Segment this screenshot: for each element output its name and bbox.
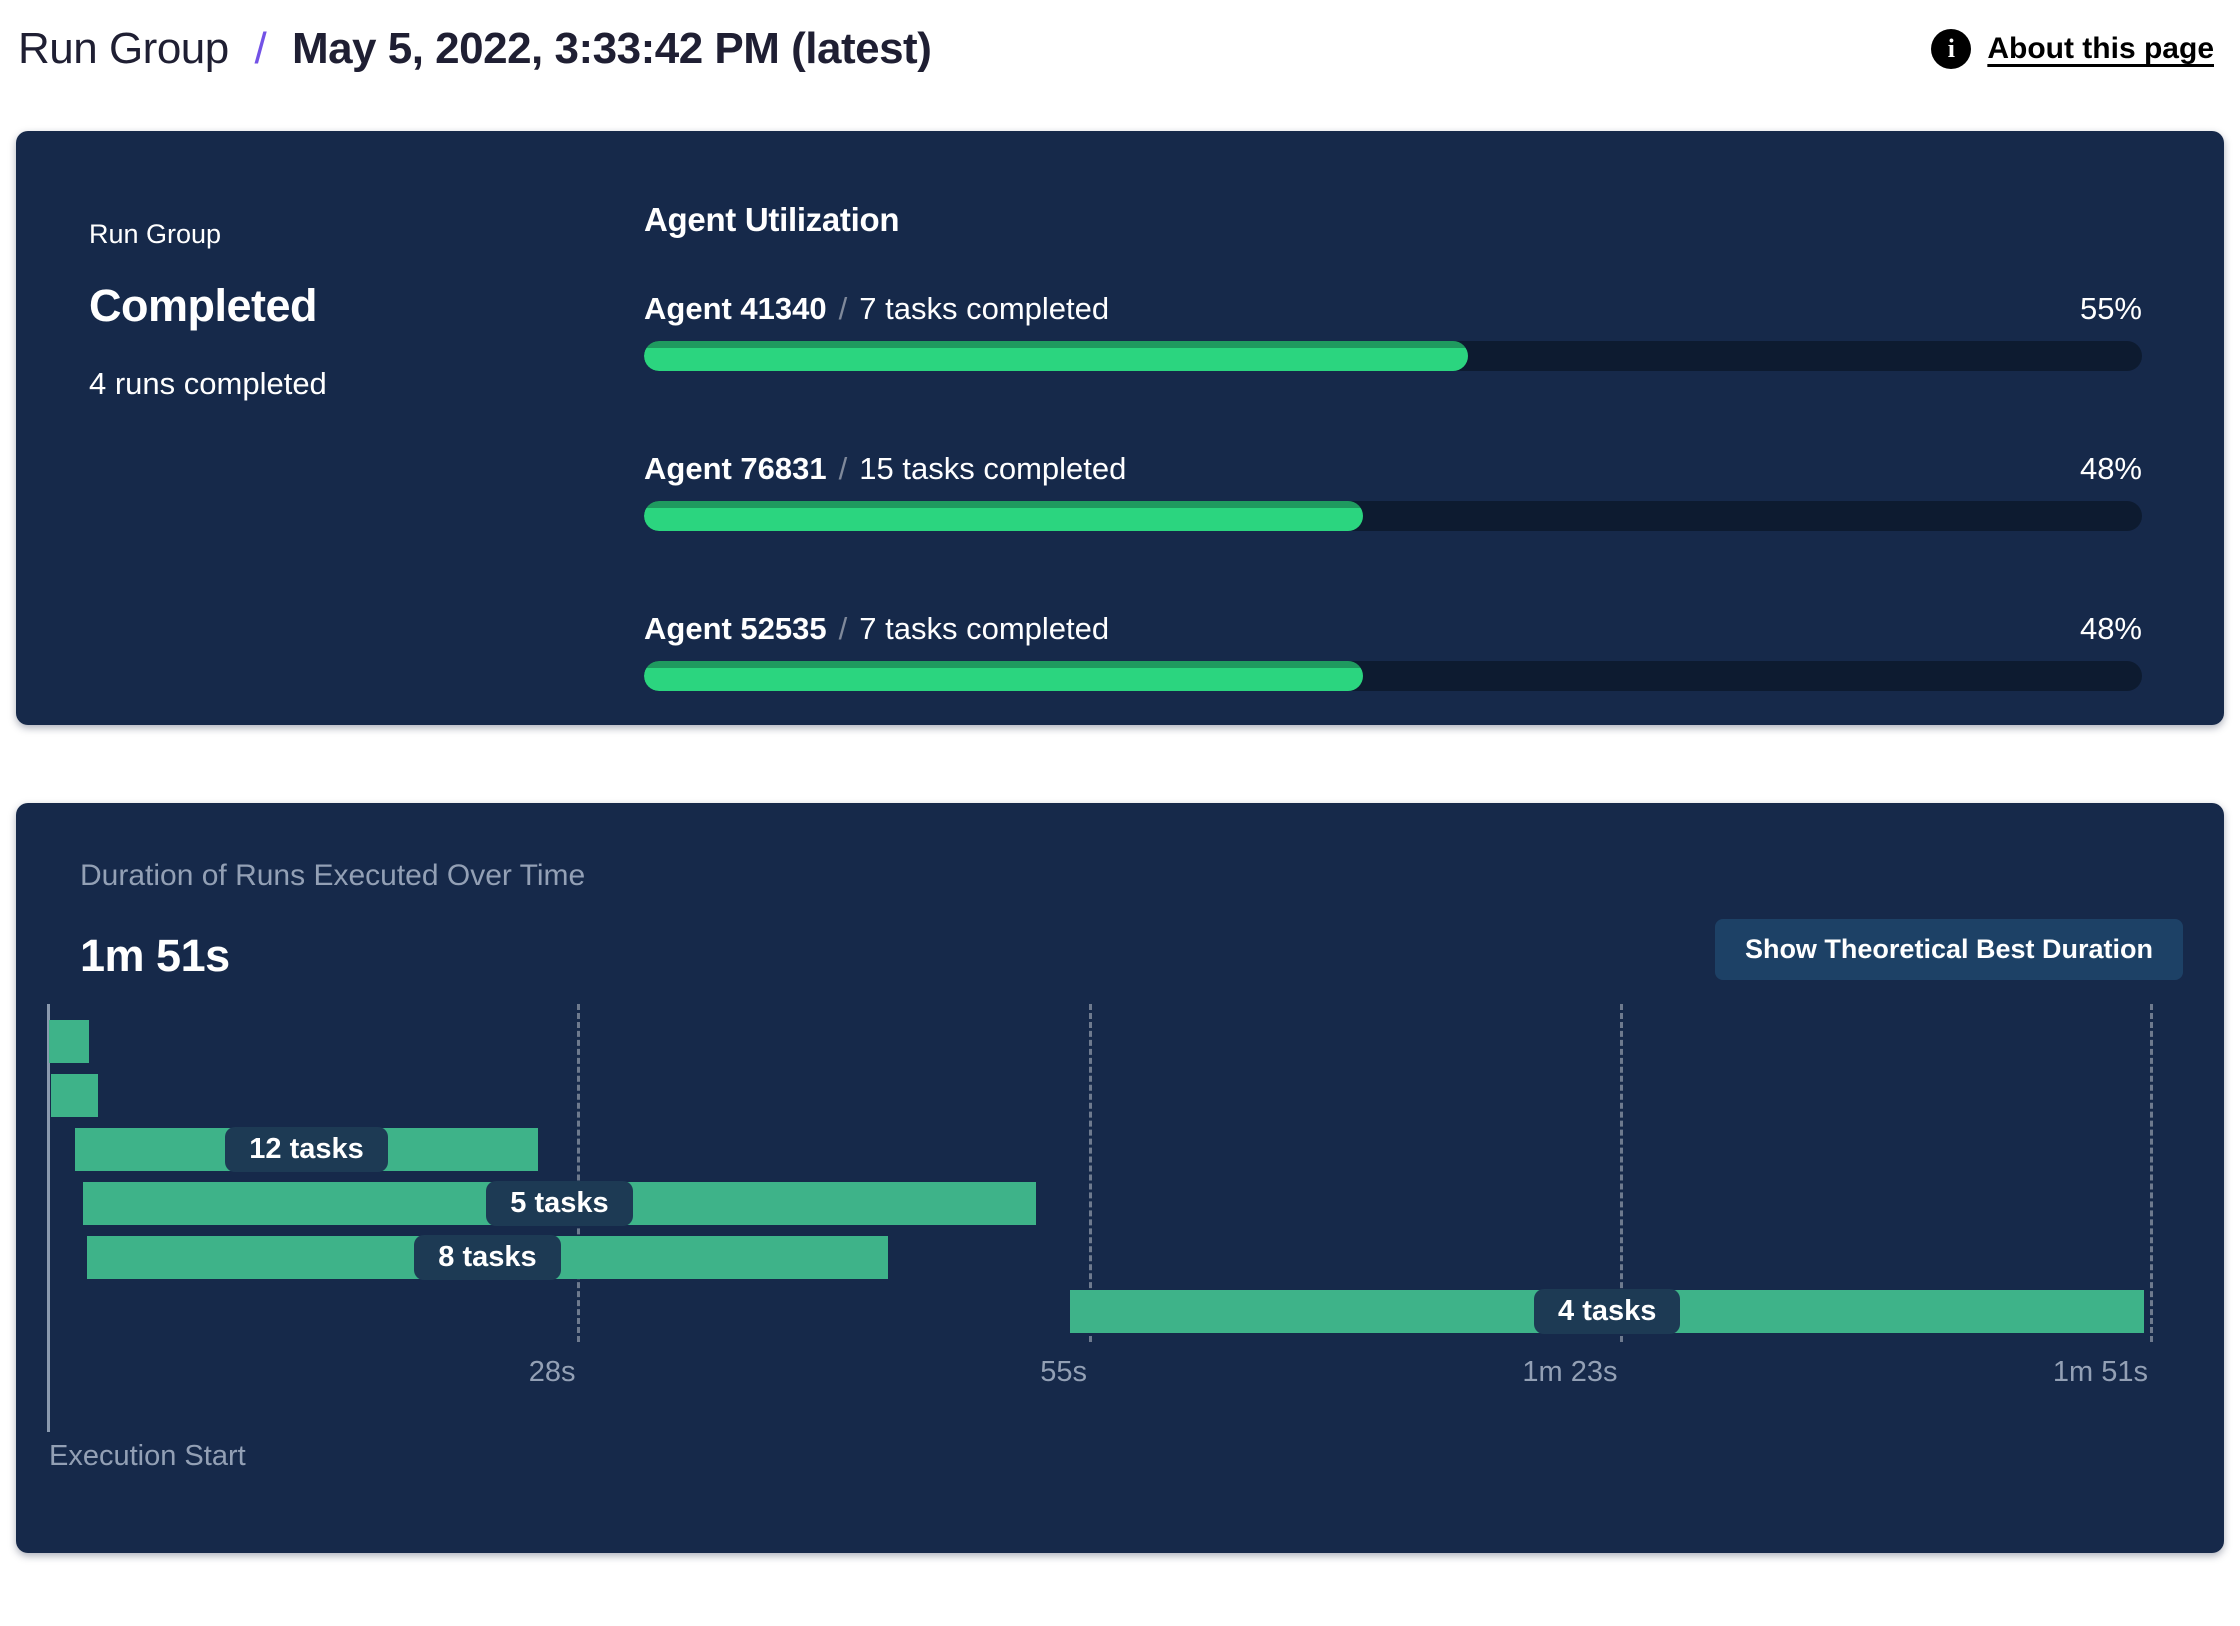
- agent-label-line: Agent 41340 / 7 tasks completed 55%: [644, 291, 2142, 327]
- agent-label-line: Agent 52535 / 7 tasks completed 48%: [644, 611, 2142, 647]
- gantt-run-bar[interactable]: 4 tasks: [1070, 1288, 2145, 1335]
- page-header: Run Group / May 5, 2022, 3:33:42 PM (lat…: [0, 0, 2240, 78]
- utilization-bar-fill: [644, 341, 1468, 371]
- gantt-gridline: [1619, 1004, 1623, 1342]
- gantt-gridline: [1089, 1004, 1093, 1342]
- agent-label-line: Agent 76831 / 15 tasks completed 48%: [644, 451, 2142, 487]
- run-task-count-label: 8 tasks: [414, 1234, 561, 1281]
- time-axis-tick: 28s: [528, 1356, 576, 1388]
- agent-tasks-completed: 15 tasks completed: [859, 451, 1127, 486]
- show-theoretical-best-duration-button[interactable]: Show Theoretical Best Duration: [1714, 919, 2183, 980]
- duration-chart-titles: Duration of Runs Executed Over Time 1m 5…: [80, 859, 585, 982]
- agent-tasks-completed: 7 tasks completed: [859, 291, 1110, 326]
- about-this-page-link[interactable]: i About this page: [1931, 29, 2214, 69]
- agent-utilization-percent: 48%: [2079, 611, 2142, 646]
- time-axis-tick: 1m 23s: [1522, 1356, 1618, 1388]
- gantt-run-bar[interactable]: [50, 1074, 99, 1117]
- duration-chart-panel: Duration of Runs Executed Over Time 1m 5…: [16, 803, 2224, 1553]
- agent-utilization-row: Agent 41340 / 7 tasks completed 55%: [644, 291, 2142, 371]
- info-icon: i: [1931, 29, 1972, 69]
- separator: /: [838, 291, 848, 326]
- gantt-gridline: [2150, 1004, 2153, 1342]
- agent-name: Agent 52535: [644, 611, 827, 646]
- agent-utilization-percent: 55%: [2079, 291, 2142, 326]
- run-task-count-label: 5 tasks: [486, 1180, 633, 1227]
- duration-chart-header: Duration of Runs Executed Over Time 1m 5…: [16, 859, 2224, 982]
- total-duration-value: 1m 51s: [80, 930, 230, 981]
- time-axis-tick: 1m 51s: [2052, 1356, 2148, 1388]
- utilization-bar-track: [644, 501, 2142, 531]
- agent-utilization-row: Agent 76831 / 15 tasks completed 48%: [644, 451, 2142, 531]
- agent-name: Agent 41340: [644, 291, 827, 326]
- run-group-summary-panel: Run Group Completed 4 runs completed Age…: [16, 131, 2224, 725]
- separator: /: [838, 611, 848, 646]
- agent-utilization-list: Agent 41340 / 7 tasks completed 55% Agent 76…: [644, 291, 2142, 691]
- gantt-run-bar[interactable]: 12 tasks: [75, 1126, 538, 1173]
- gantt-chart: 12 tasks 5 tasks 8 tasks 4 tasks 28s 55s 1m 2…: [47, 1004, 2153, 1553]
- gantt-plot-area: 12 tasks 5 tasks 8 tasks 4 tasks: [47, 1004, 2153, 1342]
- breadcrumb-separator: /: [254, 24, 267, 73]
- utilization-bar-fill: [644, 661, 1364, 691]
- agent-name: Agent 76831: [644, 451, 827, 486]
- agent-tasks-completed: 7 tasks completed: [859, 611, 1110, 646]
- page-title: May 5, 2022, 3:33:42 PM (latest): [291, 24, 932, 73]
- agent-utilization-row: Agent 52535 / 7 tasks completed 48%: [644, 611, 2142, 691]
- gantt-run-bar[interactable]: [48, 1020, 89, 1063]
- run-group-status-card: Run Group Completed 4 runs completed: [89, 201, 644, 725]
- agent-utilization-section: Agent Utilization Agent 41340 / 7 tasks co…: [644, 201, 2142, 725]
- utilization-bar-track: [644, 661, 2142, 691]
- gantt-run-bar[interactable]: 5 tasks: [82, 1180, 1036, 1227]
- status-detail: 4 runs completed: [89, 366, 327, 401]
- run-task-count-label: 4 tasks: [1534, 1288, 1681, 1335]
- gantt-run-bar[interactable]: 8 tasks: [86, 1234, 889, 1281]
- breadcrumb: Run Group / May 5, 2022, 3:33:42 PM (lat…: [18, 24, 932, 74]
- run-task-count-label: 12 tasks: [225, 1126, 388, 1173]
- status-value: Completed: [89, 280, 318, 331]
- utilization-bar-track: [644, 341, 2142, 371]
- agent-utilization-percent: 48%: [2079, 451, 2142, 486]
- execution-start-label: Execution Start: [49, 1440, 246, 1472]
- about-link-label: About this page: [1987, 32, 2214, 65]
- duration-chart-subtitle: Duration of Runs Executed Over Time: [80, 859, 586, 892]
- time-axis-tick-labels: 28s 55s 1m 23s 1m 51s: [47, 1356, 2150, 1400]
- separator: /: [838, 451, 848, 486]
- agent-utilization-title: Agent Utilization: [644, 201, 900, 238]
- utilization-bar-fill: [644, 501, 1364, 531]
- status-card-label: Run Group: [89, 219, 222, 249]
- breadcrumb-run-group: Run Group: [18, 24, 229, 73]
- time-axis-tick: 55s: [1040, 1356, 1088, 1388]
- execution-start-axis-line: [47, 1004, 50, 1432]
- gantt-gridline: [577, 1004, 581, 1342]
